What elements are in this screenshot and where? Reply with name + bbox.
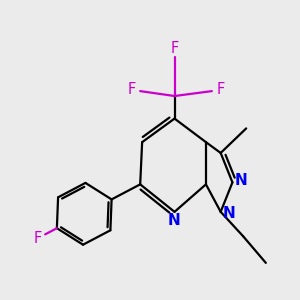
Text: N: N <box>168 213 181 228</box>
Text: F: F <box>217 82 225 97</box>
Text: F: F <box>34 231 42 246</box>
Text: N: N <box>235 173 248 188</box>
Text: F: F <box>170 41 179 56</box>
Text: N: N <box>223 206 235 221</box>
Text: F: F <box>127 82 136 97</box>
